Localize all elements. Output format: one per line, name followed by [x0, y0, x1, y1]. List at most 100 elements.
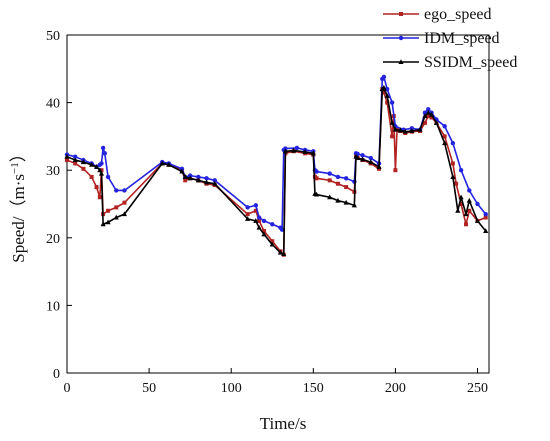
y-tick-label: 0	[53, 367, 60, 382]
ego-speed-line	[66, 88, 487, 256]
idm-speed-legend-marker	[398, 35, 404, 41]
x-tick-label: 50	[142, 381, 156, 396]
ssidm-speed-point	[402, 128, 408, 134]
ego-speed-point	[450, 161, 455, 166]
y-tick-label: 50	[46, 29, 60, 44]
ego-speed-point	[122, 200, 127, 205]
idm-speed-point	[343, 176, 349, 181]
x-tick-label: 150	[303, 381, 324, 396]
idm-speed-point	[384, 86, 390, 92]
ssidm-speed-point	[389, 120, 395, 125]
ego-speed-point	[97, 195, 102, 200]
ego-speed-point	[426, 114, 431, 119]
ego-speed-point	[89, 174, 94, 179]
ssidm-speed-point	[121, 211, 128, 217]
idm-speed-point	[114, 188, 119, 193]
ssidm-speed-point	[310, 150, 316, 156]
ssidm-speed-point	[269, 241, 275, 247]
x-tick-label: 250	[467, 381, 488, 396]
idm-speed-point	[450, 140, 456, 146]
ego-speed-point	[376, 166, 381, 171]
ssidm-speed-point	[351, 202, 357, 208]
ssidm-speed-point	[203, 179, 210, 185]
x-tick-label: 0	[64, 381, 71, 396]
ssidm-speed-point	[282, 148, 288, 154]
ssidm-speed-point	[261, 231, 267, 237]
idm-speed-point	[422, 110, 428, 115]
series-layer	[64, 74, 489, 257]
ssidm-speed-point	[195, 177, 201, 183]
ssidm-speed-point	[302, 149, 308, 154]
idm-speed-point	[294, 145, 300, 151]
idm-speed-point	[368, 155, 373, 161]
ssidm-speed-point	[458, 194, 464, 200]
y-axis-title: Speed/（m·s−1）	[9, 145, 28, 263]
ssidm-speed-point	[368, 159, 374, 165]
ssidm-speed-point	[474, 218, 481, 223]
idm-speed-point	[483, 211, 488, 217]
ssidm-speed-point	[166, 161, 172, 167]
ssidm-speed-point	[428, 111, 435, 117]
ssidm-speed-point	[256, 224, 262, 230]
ssidm-speed-point	[187, 175, 193, 181]
idm-speed-point	[122, 188, 127, 193]
ego-speed-point	[429, 115, 434, 120]
ego-speed-point	[183, 178, 188, 183]
ego-speed-point	[390, 134, 395, 139]
ego-speed-point	[270, 239, 275, 244]
ssidm-speed-point	[381, 84, 387, 90]
plot-area	[66, 34, 490, 374]
idm-speed-point	[279, 227, 285, 232]
ssidm-speed-point	[100, 221, 106, 227]
ssidm-speed-point	[455, 207, 461, 213]
ego-speed-point	[442, 134, 447, 139]
legend: ego_speed IDM_speed SSIDM_speed	[383, 6, 517, 71]
ssidm-speed-point	[422, 113, 428, 119]
ego-speed-point	[327, 178, 332, 183]
idm-speed-point	[105, 174, 111, 180]
ssidm-speed-point	[159, 160, 165, 166]
x-tick-label: 200	[385, 381, 406, 396]
ego-speed-legend-label: ego_speed	[424, 6, 492, 23]
ego-speed-point	[106, 208, 111, 213]
idm-speed-point	[458, 168, 464, 173]
idm-speed-point	[335, 174, 341, 180]
idm-speed-point	[327, 171, 332, 176]
ssidm-speed-point	[72, 157, 78, 163]
idm-speed-point	[360, 153, 365, 158]
idm-speed-point	[426, 107, 431, 112]
ego-speed-point	[73, 161, 78, 166]
ssidm-speed-point	[335, 197, 341, 203]
ssidm-speed-point	[313, 191, 320, 197]
ssidm-speed-point	[376, 164, 382, 169]
idm-speed-legend-label: IDM_speed	[424, 30, 500, 47]
y-axis-title-superscript: −1	[9, 162, 21, 174]
ego-speed-point	[262, 229, 267, 234]
ssidm-speed-point	[483, 228, 489, 234]
y-tick-label: 40	[46, 97, 60, 112]
ego-speed-point	[483, 215, 488, 220]
ssidm-speed-point	[433, 120, 440, 125]
idm-speed-point	[102, 151, 107, 156]
ego-speed-point	[99, 168, 104, 173]
ssidm-speed-point	[93, 164, 100, 169]
idm-speed-point	[314, 169, 319, 174]
ssidm-speed-point	[442, 140, 448, 146]
ego-speed-point	[257, 218, 262, 223]
ssidm-speed-point	[245, 216, 251, 221]
ssidm-speed-point	[80, 159, 87, 165]
ego-speed-point	[253, 208, 258, 213]
ssidm-speed-point	[89, 161, 95, 167]
x-axis-title: Time/s	[260, 414, 307, 433]
ssidm-speed-point	[64, 153, 70, 159]
idm-speed-point	[389, 100, 395, 105]
idm-speed-point	[475, 201, 480, 207]
idm-speed-point	[256, 215, 262, 220]
idm-speed-point	[442, 124, 447, 129]
ego-speed-point	[454, 181, 459, 186]
ssidm-speed-point	[212, 180, 218, 186]
idm-speed-point	[100, 145, 106, 151]
x-axis-ticks: 0 50 100 150 200 250	[64, 368, 488, 396]
ssidm-speed-point	[182, 174, 188, 179]
y-axis-title-close: ）	[9, 145, 28, 162]
